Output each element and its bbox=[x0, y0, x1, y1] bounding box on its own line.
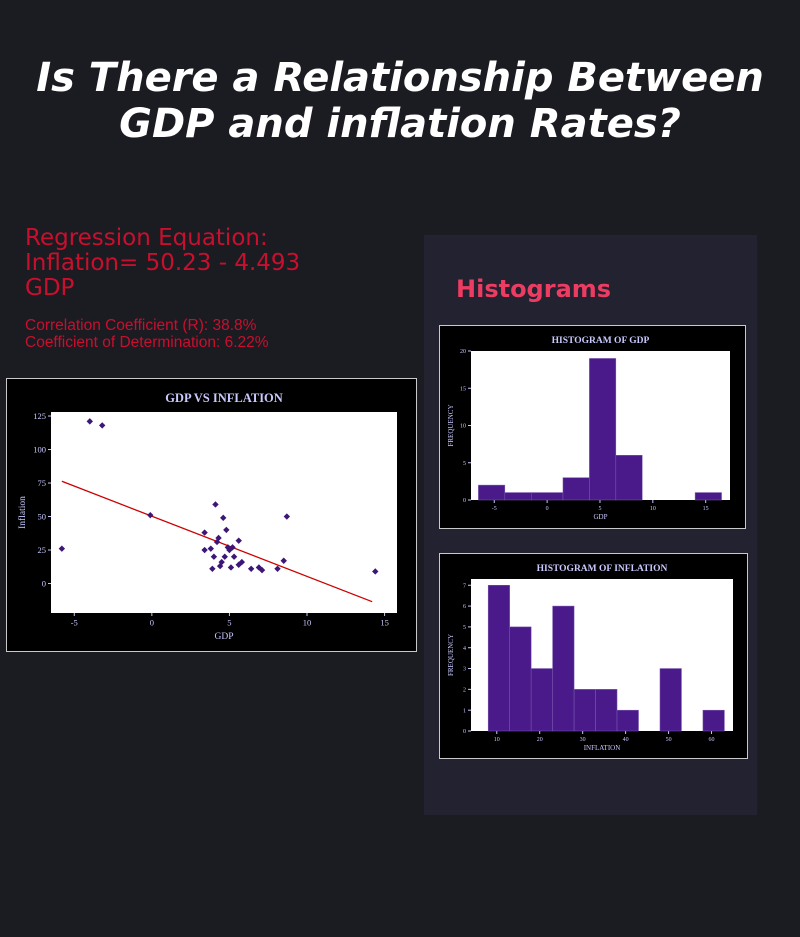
x-tick-label: 10 bbox=[494, 737, 500, 743]
gdp-histogram-svg: HISTOGRAM OF GDP 0 5 10 15 20 -5 0 5 10 15 GDP FREQU… bbox=[447, 336, 730, 521]
y-tick-label: 5 bbox=[463, 625, 466, 631]
histogram-bar bbox=[589, 358, 617, 501]
x-tick-label: 30 bbox=[580, 737, 586, 743]
histogram-bar bbox=[504, 492, 532, 501]
x-tick-label: 5 bbox=[227, 618, 231, 628]
chart-title: GDP VS INFLATION bbox=[165, 391, 283, 405]
scatter-point bbox=[201, 546, 208, 554]
x-axis-label: GDP bbox=[593, 513, 607, 521]
histogram-bar bbox=[531, 492, 564, 501]
histogram-bar bbox=[702, 709, 725, 732]
histogram-bar bbox=[615, 455, 643, 501]
y-tick-label: 0 bbox=[42, 578, 46, 588]
scatter-point bbox=[258, 566, 266, 574]
regression-stats: Correlation Coefficient (R): 38.8% Coeff… bbox=[25, 317, 269, 351]
x-tick-label: 0 bbox=[546, 506, 549, 512]
scatter-point bbox=[283, 513, 291, 520]
chart-title: HISTOGRAM OF INFLATION bbox=[537, 564, 668, 574]
y-tick-label: 4 bbox=[463, 646, 466, 652]
y-tick-label: 50 bbox=[38, 511, 47, 521]
x-tick-label: 0 bbox=[150, 618, 154, 628]
histogram-bar bbox=[562, 477, 590, 501]
y-tick-label: 3 bbox=[463, 667, 466, 673]
scatter-point bbox=[147, 511, 154, 519]
scatter-point bbox=[99, 422, 106, 429]
histogram-bar bbox=[616, 709, 639, 732]
page-title-line-2: GDP and inflation Rates? bbox=[119, 101, 681, 147]
scatter-point bbox=[86, 418, 93, 425]
page-title-line-1: Is There a Relationship Between bbox=[36, 55, 764, 101]
plot-area bbox=[51, 412, 397, 613]
y-tick-label: 75 bbox=[38, 478, 47, 488]
scatter-chart-svg: GDP VS INFLATION 0 25 50 75 100 125 -5 0 5 10 15 GDP… bbox=[17, 391, 397, 642]
x-tick-label: -5 bbox=[71, 618, 78, 628]
histogram-bar bbox=[509, 626, 532, 732]
regression-equation: Regression Equation: Inflation= 50.23 - … bbox=[25, 225, 301, 301]
y-tick-label: 10 bbox=[460, 424, 466, 430]
x-tick-label: 10 bbox=[303, 618, 312, 628]
histogram-bar bbox=[478, 484, 506, 501]
x-axis-label: GDP bbox=[214, 632, 233, 642]
y-axis-label: Inflation bbox=[17, 496, 28, 529]
histogram-bar bbox=[552, 605, 575, 732]
scatter-point bbox=[280, 557, 287, 564]
histogram-bar bbox=[595, 689, 618, 732]
histogram-bar bbox=[530, 668, 553, 732]
histogram-bar bbox=[694, 492, 722, 501]
x-tick-label: 15 bbox=[380, 618, 389, 628]
x-tick-label: -5 bbox=[492, 506, 497, 512]
y-axis-label: FREQUENCY bbox=[447, 404, 455, 446]
scatter-chart: GDP VS INFLATION 0 25 50 75 100 125 -5 0 5 10 15 GDP… bbox=[6, 378, 417, 652]
y-tick-label: 25 bbox=[38, 545, 47, 555]
y-tick-label: 100 bbox=[33, 444, 46, 454]
histograms-heading: Histograms bbox=[456, 275, 612, 303]
y-tick-label: 7 bbox=[463, 583, 466, 589]
gdp-histogram: HISTOGRAM OF GDP 0 5 10 15 20 -5 0 5 10 15 GDP FREQU… bbox=[439, 325, 746, 529]
chart-title: HISTOGRAM OF GDP bbox=[552, 336, 650, 346]
y-tick-label: 15 bbox=[460, 386, 466, 392]
y-tick-label: 6 bbox=[463, 604, 466, 610]
x-tick-label: 5 bbox=[598, 506, 601, 512]
histogram-bar bbox=[573, 689, 596, 732]
y-axis-label: FREQUENCY bbox=[447, 634, 455, 676]
inflation-histogram: HISTOGRAM OF INFLATION 0 1 2 3 4 5 6 7 10 20 30 40 50… bbox=[439, 553, 748, 759]
histogram-bar bbox=[487, 584, 510, 732]
correlation-coefficient: Correlation Coefficient (R): 38.8% bbox=[25, 317, 257, 334]
x-axis-label: INFLATION bbox=[584, 744, 621, 752]
y-tick-label: 0 bbox=[463, 498, 466, 504]
y-tick-label: 0 bbox=[463, 729, 466, 735]
scatter-point bbox=[220, 514, 227, 522]
coefficient-of-determination: Coefficient of Determination: 6.22% bbox=[25, 334, 269, 351]
x-tick-label: 60 bbox=[709, 737, 715, 743]
y-tick-label: 20 bbox=[460, 349, 466, 355]
x-tick-label: 40 bbox=[623, 737, 629, 743]
x-tick-label: 50 bbox=[666, 737, 672, 743]
y-tick-label: 2 bbox=[463, 687, 466, 693]
y-tick-label: 5 bbox=[463, 461, 466, 467]
y-tick-label: 125 bbox=[33, 411, 46, 421]
histogram-bar bbox=[659, 668, 682, 732]
x-tick-label: 15 bbox=[703, 506, 709, 512]
x-tick-label: 20 bbox=[537, 737, 543, 743]
page-title: Is There a Relationship Between GDP and … bbox=[0, 55, 800, 147]
scatter-point bbox=[212, 501, 219, 508]
x-tick-label: 10 bbox=[650, 506, 656, 512]
y-tick-label: 1 bbox=[463, 708, 466, 714]
inflation-histogram-svg: HISTOGRAM OF INFLATION 0 1 2 3 4 5 6 7 10 20 30 40 50… bbox=[447, 564, 733, 752]
